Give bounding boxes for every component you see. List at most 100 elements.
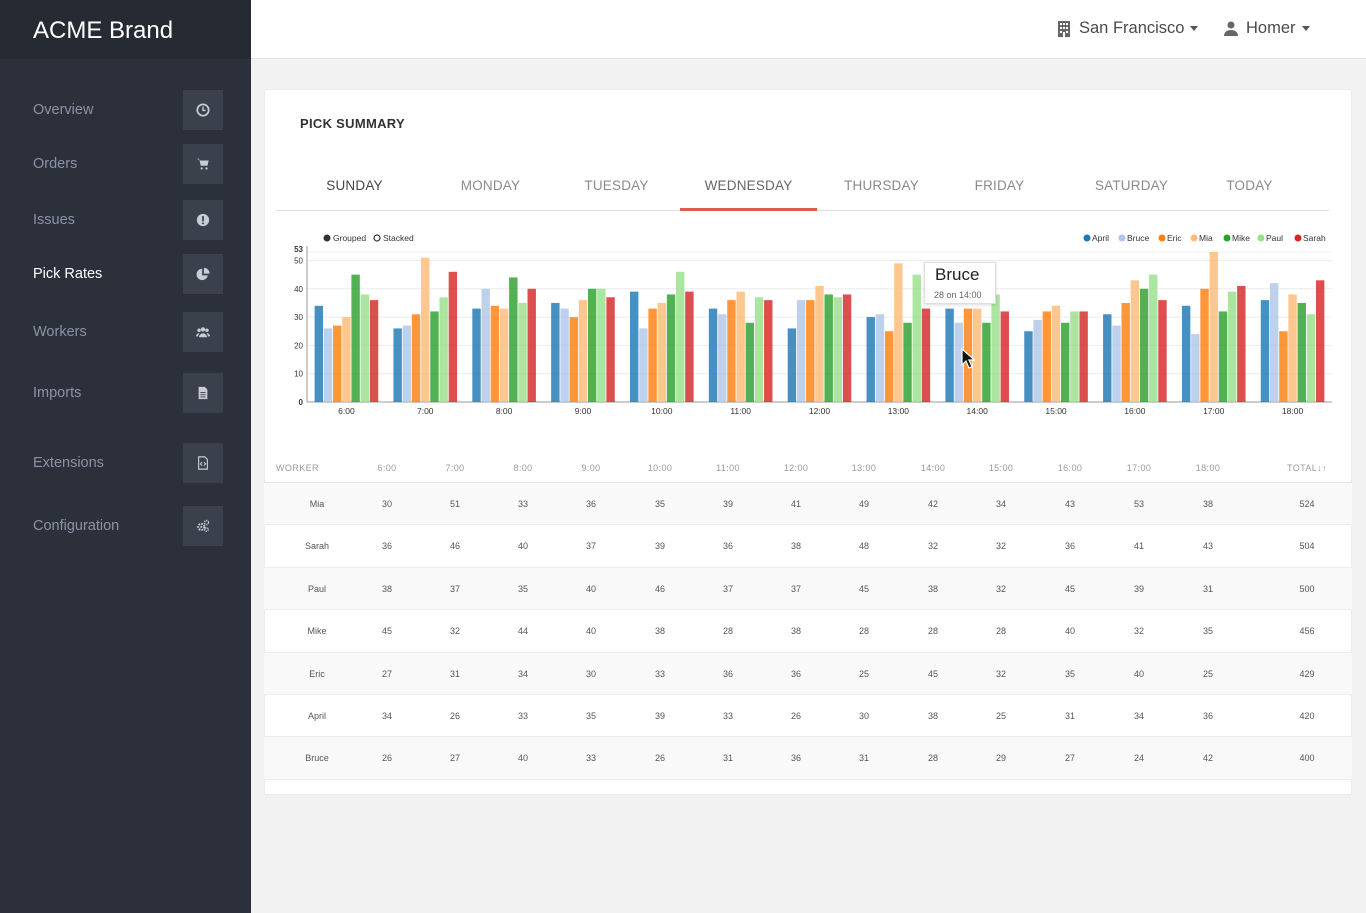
chart-bar [685,291,694,402]
chart-bar [1033,319,1042,402]
chart-bar [912,274,921,402]
table-cell: 40 [1133,668,1144,679]
chart-bar [1103,314,1112,402]
column-header-total[interactable]: TOTAL↓↑ [1287,463,1327,473]
sidebar-item-orders[interactable]: Orders [0,144,251,184]
radio-stacked-icon [373,234,381,242]
chart-bar [369,300,379,402]
sidebar-item-extensions[interactable]: Extensions [0,443,251,483]
table-cell: 34 [381,710,392,721]
table-cell: 40 [517,753,528,764]
sidebar-item-issues[interactable]: Issues [0,200,251,240]
sidebar-item-label: Pick Rates [33,266,103,282]
legend-item[interactable]: Eric [1167,233,1182,243]
sidebar-item-workers[interactable]: Workers [0,312,251,352]
x-tick-label: 10:00 [651,406,673,416]
column-header: 7:00 [445,463,465,473]
legend-item[interactable]: Bruce [1127,233,1149,243]
table-row: Mike 45 32 44 40 38 28 38 28 28 28 40 32 35 456 [264,610,1352,653]
table-cell: 33 [722,710,733,721]
table-cell: 38 [927,710,938,721]
legend-marker [1257,234,1265,242]
table-cell: 25 [1202,668,1213,679]
tab-tuesday[interactable]: TUESDAY [584,178,649,193]
legend-item[interactable]: Mia [1199,233,1213,243]
y-tick-label: 50 [294,256,303,265]
pie-chart-icon [183,254,223,294]
stacked-toggle[interactable]: Stacked [383,233,414,243]
table-cell: 28 [722,626,733,637]
user-dropdown[interactable]: Homer [1224,19,1310,38]
chart-bar [481,288,490,402]
chart-bar [551,302,560,402]
chart-bar [587,288,597,402]
legend-item[interactable]: April [1092,233,1109,243]
sidebar-item-configuration[interactable]: Configuration [0,506,251,546]
sidebar-item-imports[interactable]: Imports [0,373,251,413]
chart-bar [1042,311,1052,402]
legend-item[interactable]: Paul [1266,233,1283,243]
chart-bar [806,300,815,402]
table-cell: 51 [449,499,460,509]
table-cell: 30 [381,499,392,509]
column-header: 13:00 [851,463,877,473]
chevron-down-icon [1190,26,1199,31]
brand-logo[interactable]: ACME Brand [0,0,251,59]
table-cell: 30 [858,710,869,721]
table-cell: 26 [449,710,460,721]
table-cell: 48 [858,541,869,552]
table-header: WORKER 6:00 7:00 8:00 9:00 10:00 11:00 12:00 13:… [264,455,1352,483]
table-cell: 35 [1064,668,1075,679]
table-cell: 36 [381,541,392,552]
chart-bar [1297,302,1306,402]
sidebar-item-overview[interactable]: Overview [0,90,251,130]
table-cell: 420 [1299,710,1315,721]
table-cell: 429 [1299,668,1315,679]
table-cell: 39 [1133,583,1144,594]
x-tick-label: 17:00 [1203,406,1225,416]
location-dropdown[interactable]: San Francisco [1057,19,1199,38]
table-cell: 45 [1064,583,1075,594]
column-header: WORKER [276,463,319,473]
tab-monday[interactable]: MONDAY [460,178,521,193]
table-cell: 32 [1133,626,1144,637]
file-code-icon [183,443,223,483]
table-row: Paul 38 37 35 40 46 37 37 45 38 32 45 39 31 500 [264,567,1352,611]
table-cell: 25 [858,668,869,679]
table-cell: 26 [654,753,665,764]
tab-thursday[interactable]: THURSDAY [844,178,919,193]
column-header: 15:00 [988,463,1014,473]
table-cell: 53 [1133,499,1144,509]
table-cell: 36 [790,668,801,679]
table-cell: 32 [449,626,460,637]
legend-item[interactable]: Sarah [1303,233,1326,243]
column-header: 10:00 [647,463,673,473]
table-row: April 34 26 33 35 39 33 26 30 38 25 31 34 36 420 [264,695,1352,738]
chart-bar [597,288,606,402]
chart-bar [815,285,824,402]
sidebar-item-pick-rates[interactable]: Pick Rates [0,254,251,294]
x-tick-label: 9:00 [575,406,592,416]
tab-wednesday[interactable]: WEDNESDAY [680,165,817,211]
table-row: Eric 27 31 34 30 33 36 36 25 45 32 35 40 25 429 [264,652,1352,695]
chart-bar [718,314,727,402]
table-cell: 36 [722,668,733,679]
chart-bar [1200,288,1209,402]
tab-saturday[interactable]: SATURDAY [1094,178,1169,193]
tab-friday[interactable]: FRIDAY [974,178,1025,193]
table-cell: 38 [1202,499,1213,509]
x-tick-label: 13:00 [888,406,910,416]
legend-item[interactable]: Mike [1232,233,1250,243]
chart-bar [1158,300,1167,402]
gears-icon [183,506,223,546]
chart-bar [402,325,412,402]
tab-sunday[interactable]: SUNDAY [326,178,383,193]
tab-today[interactable]: TODAY [1226,178,1273,193]
sidebar-item-label: Issues [33,212,75,228]
chart-bar [972,308,982,402]
table-cell: 39 [654,710,665,721]
table-cell: 31 [449,668,460,679]
column-header: 12:00 [783,463,809,473]
grouped-toggle[interactable]: Grouped [333,233,366,243]
sidebar-item-label: Workers [33,324,87,340]
